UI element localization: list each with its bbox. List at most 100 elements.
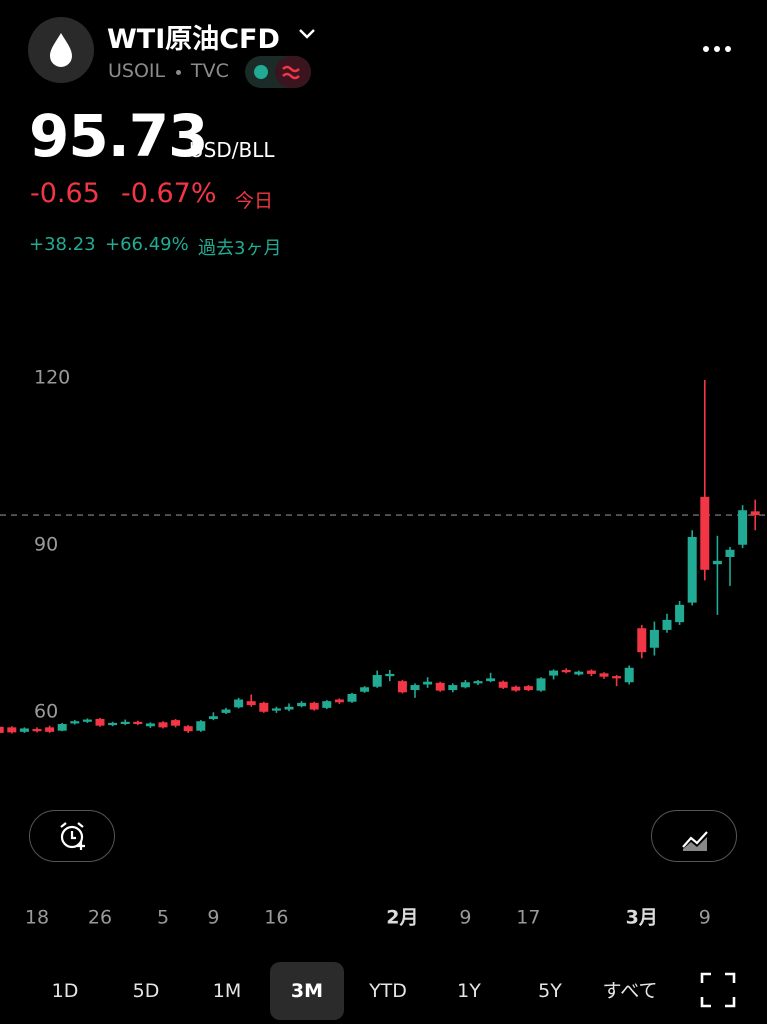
candle-body: [133, 721, 143, 725]
range-tab[interactable]: 1M: [212, 980, 242, 1002]
candle-body: [675, 604, 685, 623]
candle-body: [561, 670, 571, 673]
day-change: -0.65: [30, 178, 100, 209]
range-period: 過去3ヶ月: [198, 238, 282, 259]
candle-body: [410, 685, 420, 691]
candle-body: [372, 675, 382, 687]
candle-body: [145, 723, 155, 727]
candle-body: [435, 682, 445, 691]
candle-body: [196, 721, 206, 731]
candle-body: [360, 687, 370, 692]
chart-style-button[interactable]: [651, 810, 737, 862]
symbol-code: USOIL: [108, 60, 166, 82]
day-change-period: 今日: [235, 190, 274, 212]
alert-button[interactable]: [29, 810, 115, 862]
candle-body: [423, 681, 433, 685]
candle-body: [19, 728, 29, 732]
symbol-dropdown[interactable]: [298, 28, 316, 40]
candle-body: [120, 721, 130, 725]
candle-body: [208, 716, 218, 720]
x-tick-label: 9: [207, 907, 219, 929]
range-tab[interactable]: 1D: [51, 980, 79, 1002]
candle-body: [687, 536, 697, 603]
candle-body: [460, 682, 470, 688]
range-change: +38.23: [29, 234, 96, 255]
candle-body: [599, 673, 609, 677]
y-tick-label: 90: [34, 533, 58, 555]
candle-body: [158, 722, 168, 728]
range-tab[interactable]: 3M: [270, 962, 344, 1020]
candle-body: [649, 629, 659, 648]
range-change-pct: +66.49%: [105, 234, 189, 255]
fullscreen-button[interactable]: [700, 972, 736, 1008]
candle-body: [738, 510, 748, 545]
price-unit: USD/BLL: [189, 138, 275, 162]
exchange: TVC: [191, 60, 229, 82]
range-tab[interactable]: 1Y: [457, 980, 481, 1002]
candle-body: [271, 708, 281, 711]
candle-body: [309, 702, 319, 710]
candle-body: [536, 678, 546, 691]
x-tick-label: 2月: [386, 907, 418, 929]
symbol-logo: [28, 17, 94, 83]
candle-body: [523, 686, 533, 691]
more-menu[interactable]: [700, 42, 734, 56]
candle-body: [32, 729, 42, 732]
candle-body: [45, 727, 55, 732]
candle-body: [725, 549, 735, 557]
x-tick-label: 9: [699, 907, 711, 929]
x-tick-label: 9: [459, 907, 471, 929]
candle-body: [234, 699, 244, 708]
candle-body: [259, 702, 269, 712]
y-tick-label: 60: [34, 700, 58, 722]
candle-body: [574, 671, 584, 675]
candle-body: [586, 670, 596, 674]
candle-body: [7, 727, 17, 733]
candle-body: [662, 619, 672, 630]
candle-body: [70, 721, 80, 724]
status-badges: [245, 56, 311, 88]
candle-body: [221, 709, 231, 713]
range-tab[interactable]: すべて: [602, 980, 658, 1002]
range-tab[interactable]: 5D: [132, 980, 160, 1002]
candle-body: [486, 678, 496, 682]
x-tick-label: 3月: [626, 907, 658, 929]
candle-body: [511, 686, 521, 691]
candle-body: [171, 720, 181, 726]
candle-body: [385, 673, 395, 677]
y-tick-label: 120: [34, 366, 70, 388]
x-tick-label: 18: [25, 907, 49, 929]
candle-body: [347, 693, 357, 702]
candle-body: [322, 701, 332, 708]
alert-icon: [60, 822, 85, 850]
x-tick-label: 16: [264, 907, 288, 929]
candle-body: [473, 681, 483, 684]
candle-body: [297, 702, 307, 707]
candle-body: [448, 685, 458, 691]
candle-body: [57, 724, 67, 731]
candle-body: [612, 676, 622, 679]
range-tab[interactable]: YTD: [369, 980, 407, 1002]
candle-body: [183, 726, 193, 732]
range-tab[interactable]: 5Y: [538, 980, 562, 1002]
candle-body: [498, 681, 508, 688]
chart-style-icon: [682, 831, 708, 851]
symbol-title: WTI原油CFD: [107, 24, 280, 55]
candle-body: [246, 701, 256, 706]
candle-body: [284, 706, 294, 710]
candle-body: [397, 681, 407, 693]
day-change-pct: -0.67%: [121, 178, 217, 209]
candle-body: [750, 511, 760, 516]
x-tick-label: 5: [157, 907, 169, 929]
x-tick-label: 17: [516, 907, 540, 929]
candle-body: [637, 628, 647, 653]
separator-dot: [176, 70, 181, 75]
x-tick-label: 26: [88, 907, 112, 929]
candle-body: [0, 726, 4, 733]
candle-body: [549, 670, 559, 676]
price: 95.73: [29, 102, 208, 170]
candle-body: [624, 667, 634, 683]
candle-body: [334, 699, 344, 703]
